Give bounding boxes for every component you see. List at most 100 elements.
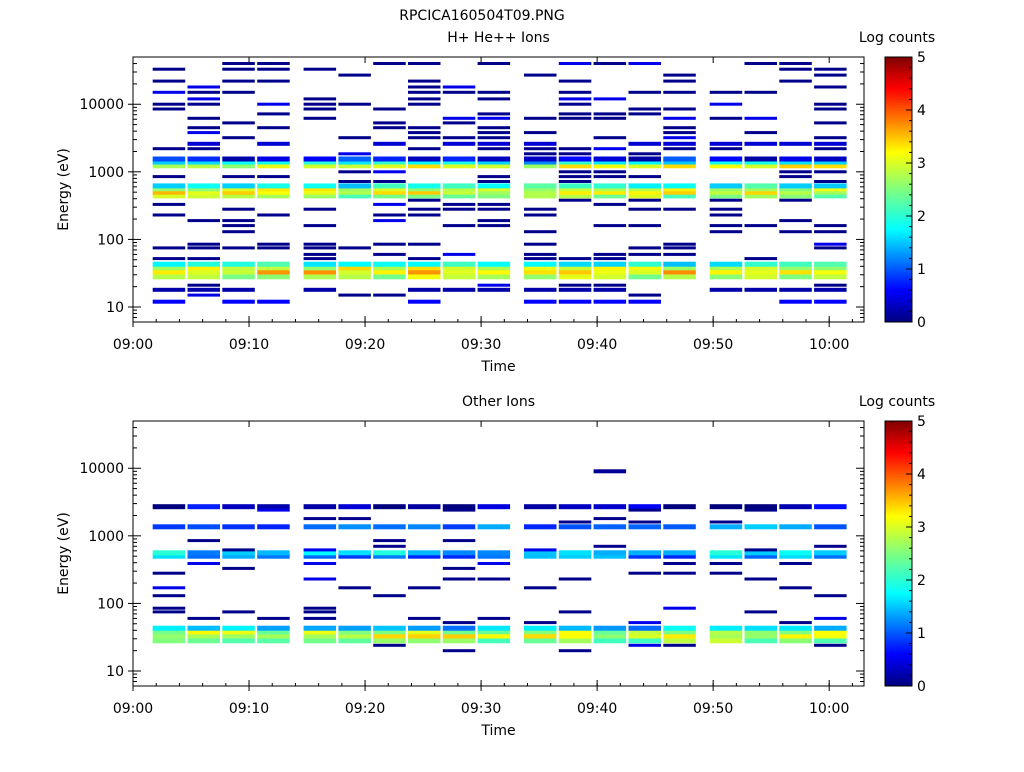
heatmap-cell [338, 186, 371, 192]
y-tick-label: 10 [106, 300, 124, 316]
heatmap-cell [222, 62, 255, 65]
heatmap-cell [408, 136, 441, 140]
heatmap-cell [593, 517, 627, 521]
heatmap-cell [593, 629, 627, 635]
heatmap-cell [524, 269, 557, 275]
heatmap-cell [373, 213, 406, 217]
heatmap-cell [477, 62, 511, 65]
heatmap-cell [628, 261, 661, 267]
heatmap-cell [477, 504, 511, 510]
heatmap-cell [663, 550, 696, 556]
heatmap-cell [373, 293, 406, 297]
heatmap-cell [257, 189, 290, 195]
heatmap-cell [303, 107, 337, 111]
heatmap-cell [779, 175, 812, 179]
heatmap-cell [222, 638, 255, 644]
heatmap-cell [257, 193, 290, 199]
heatmap-cell [779, 265, 812, 271]
heatmap-cell [709, 571, 743, 575]
heatmap-cell [663, 79, 696, 83]
heatmap-cell [338, 524, 371, 530]
heatmap-cell [558, 265, 592, 271]
heatmap-cell [628, 156, 661, 162]
heatmap-cell [303, 116, 337, 120]
heatmap-cell [709, 159, 743, 165]
heatmap-cell [187, 90, 220, 94]
heatmap-cell [338, 189, 371, 195]
heatmap-cell [709, 504, 743, 510]
heatmap-cell [628, 643, 661, 647]
heatmap-cell [593, 299, 627, 304]
heatmap-cell [152, 594, 186, 598]
heatmap-cell [373, 156, 406, 162]
heatmap-cell [558, 193, 592, 199]
heatmap-cell [373, 189, 406, 195]
heatmap-cell [257, 265, 290, 271]
heatmap-cell [558, 180, 592, 183]
heatmap-cell [477, 524, 511, 530]
colorbar-label: Log counts [859, 394, 935, 410]
heatmap-cell [373, 202, 406, 206]
heatmap-cell [257, 261, 290, 267]
heatmap-cell [814, 625, 847, 631]
heatmap-cell [152, 638, 186, 644]
heatmap-cell [663, 246, 696, 250]
heatmap-cell [709, 116, 743, 120]
heatmap-cell [222, 219, 255, 223]
heatmap-cell [744, 625, 777, 631]
heatmap-cell [477, 553, 511, 559]
heatmap-cell [442, 261, 476, 267]
heatmap-cell [558, 170, 592, 174]
heatmap-cell [222, 269, 255, 275]
heatmap-cell [744, 62, 777, 65]
heatmap-cell [338, 183, 371, 189]
heatmap-cell [373, 62, 406, 65]
heatmap-cell [477, 616, 511, 620]
heatmap-cell [524, 629, 557, 635]
heatmap-cell [152, 553, 186, 559]
heatmap-cell [408, 269, 441, 275]
heatmap-cell [187, 193, 220, 199]
heatmap-cell [709, 274, 743, 280]
heatmap-cell [628, 224, 661, 228]
heatmap-cell [558, 550, 592, 556]
heatmap-cell [408, 274, 441, 280]
x-tick-label: 09:00 [113, 337, 153, 353]
heatmap-cell [477, 202, 511, 206]
heatmap-cell [663, 269, 696, 275]
heatmap-cell [524, 213, 557, 217]
heatmap-cell [779, 629, 812, 635]
heatmap-cell [628, 553, 661, 559]
heatmap-cell [442, 252, 476, 256]
heatmap-cell [477, 274, 511, 280]
heatmap-cell [558, 112, 592, 116]
heatmap-cell [152, 213, 186, 217]
heatmap-cell [814, 544, 847, 548]
heatmap-cell [663, 107, 696, 111]
heatmap-cell [408, 299, 441, 304]
heatmap-cell [408, 85, 441, 89]
heatmap-cell [814, 67, 847, 71]
heatmap-cell [222, 625, 255, 631]
colorbar-gradient [884, 56, 913, 323]
heatmap-cell [373, 159, 406, 165]
heatmap-cell [338, 159, 371, 165]
heatmap-cell [373, 219, 406, 223]
heatmap-cell [628, 152, 661, 156]
y-tick-label: 1000 [88, 165, 124, 181]
heatmap-cell [593, 112, 627, 116]
heatmap-cell [408, 242, 441, 246]
heatmap-cell [338, 193, 371, 199]
heatmap-cell [524, 189, 557, 195]
heatmap-cell [663, 136, 696, 140]
heatmap-cell [558, 261, 592, 267]
heatmap-cell [222, 186, 255, 192]
heatmap-cell [152, 90, 186, 94]
heatmap-cell [663, 638, 696, 644]
heatmap-cell [779, 189, 812, 195]
heatmap-cell [257, 159, 290, 165]
heatmap-cell [628, 112, 661, 116]
heatmap-cell [709, 156, 743, 162]
heatmap-cell [152, 102, 186, 106]
heatmap-cell [338, 163, 371, 169]
